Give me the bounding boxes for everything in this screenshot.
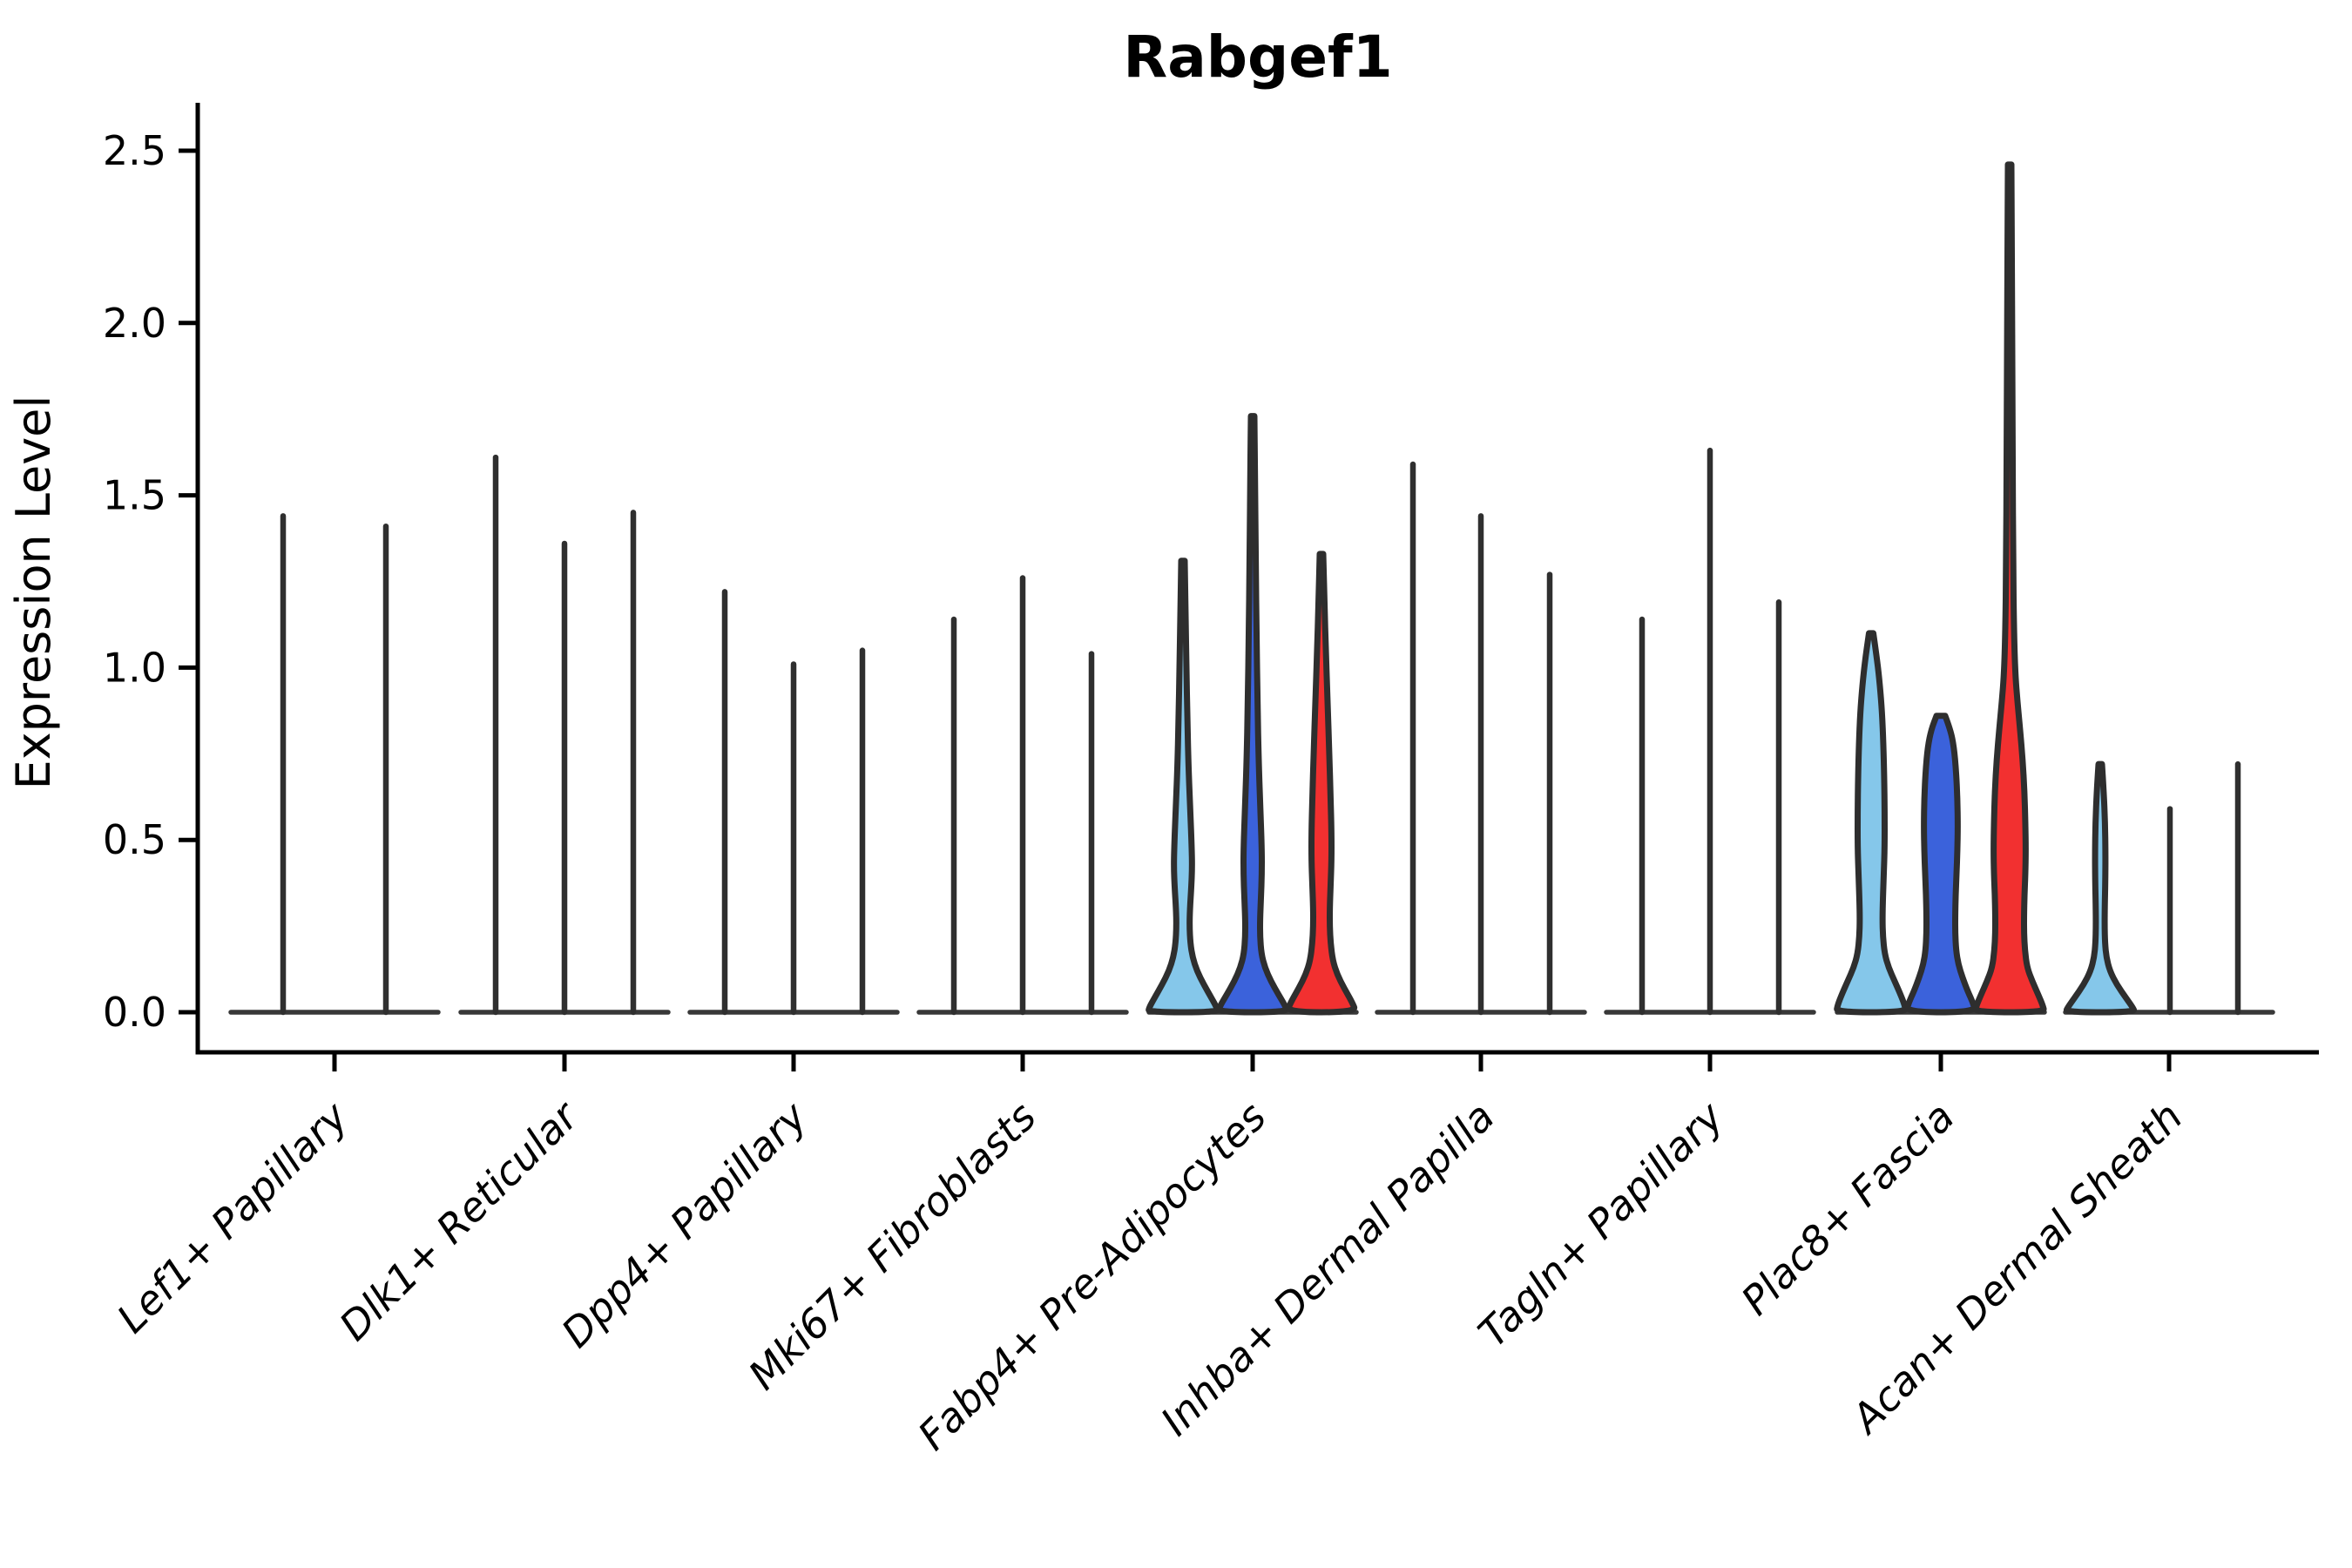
y-tick-label: 1.0	[103, 644, 166, 691]
x-category-label: Tagln+ Papillary	[1469, 1092, 1733, 1356]
y-tick-label: 2.0	[103, 300, 166, 347]
y-tick-label: 1.5	[103, 472, 166, 519]
violins-layer	[280, 161, 2241, 1016]
violin-red	[1972, 161, 2047, 1016]
y-tick-label: 0.0	[103, 989, 166, 1036]
violin-lightblue	[1146, 558, 1220, 1016]
x-category-label: Plac8+ Fascia	[1732, 1093, 1963, 1324]
chart-title: Rabgef1	[1123, 24, 1392, 91]
ticks-layer: 0.0 0.5 1.0 1.5 2.0 2.5	[103, 127, 2172, 1071]
violin-darkblue	[1904, 713, 1977, 1016]
violin-darkblue	[1215, 413, 1290, 1016]
y-tick-label: 2.5	[103, 127, 166, 174]
violin-lightblue	[1834, 630, 1909, 1016]
y-axis-label: Expression Level	[6, 395, 61, 790]
axes-layer	[195, 103, 2319, 1055]
x-category-label: Dpp4+ Papillary	[552, 1092, 816, 1356]
violin-lightblue	[2063, 760, 2138, 1016]
y-tick-label: 0.5	[103, 816, 166, 863]
x-category-label: Lef1+ Papillary	[108, 1092, 357, 1342]
violin-red	[1285, 551, 1358, 1016]
x-category-label: Dlk1+ Reticular	[330, 1091, 589, 1349]
